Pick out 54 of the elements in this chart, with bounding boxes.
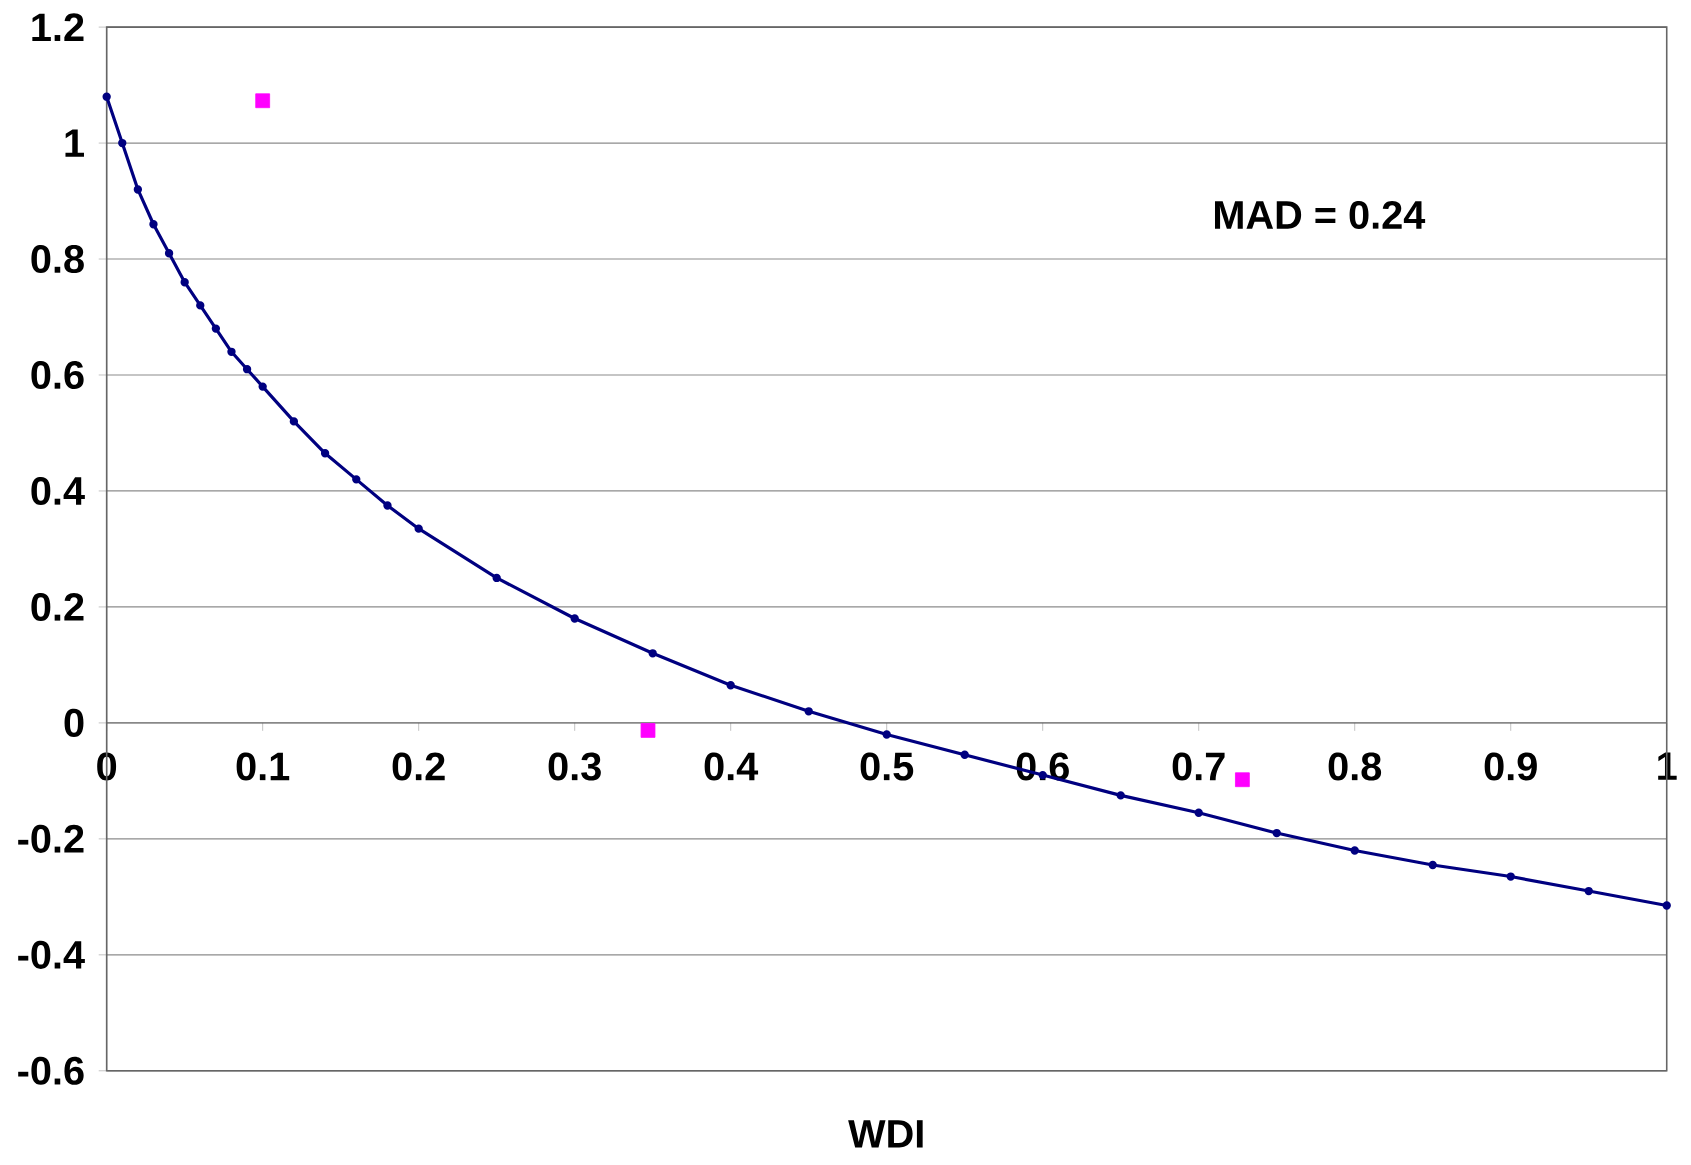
point <box>1194 808 1203 818</box>
point <box>227 347 236 357</box>
point <box>570 614 579 623</box>
y-tick-label: 0.6 <box>31 361 84 390</box>
point <box>133 185 143 194</box>
y-tick-label: 1.2 <box>32 13 84 42</box>
y-tick-label: -0.2 <box>18 825 84 854</box>
point <box>1662 901 1671 910</box>
y-tick-label: 0.8 <box>31 245 84 274</box>
point <box>196 301 205 310</box>
annotation: MAD = 0.24 <box>1214 201 1426 230</box>
point <box>492 574 501 583</box>
x-tick-label: 0.4 <box>704 752 759 781</box>
y-tick-label: -0.4 <box>18 941 85 970</box>
x-tick-label: 0.1 <box>236 752 290 781</box>
point <box>383 501 392 510</box>
point <box>180 278 189 287</box>
y-tick-label: 0.4 <box>31 477 85 506</box>
point <box>289 417 299 426</box>
point <box>320 449 330 458</box>
point <box>118 139 127 148</box>
x-tick-label: 0.9 <box>1484 752 1537 781</box>
point <box>882 730 891 739</box>
point <box>960 750 969 760</box>
x-axis-title: WDI <box>848 1120 923 1148</box>
point <box>804 707 813 716</box>
point <box>352 475 361 484</box>
point <box>1584 887 1593 896</box>
y-tick-label: 0.2 <box>31 593 84 622</box>
point <box>242 365 252 374</box>
point <box>255 93 271 109</box>
x-tick-label: 0.7 <box>1172 752 1225 781</box>
point <box>414 524 423 534</box>
point <box>164 249 174 258</box>
point <box>1235 772 1250 788</box>
x-tick-label: 0.2 <box>392 752 445 781</box>
point <box>149 220 158 229</box>
x-tick-label: 0.5 <box>860 752 914 781</box>
point <box>211 324 221 334</box>
point <box>1350 846 1359 855</box>
point <box>1272 829 1281 838</box>
point <box>726 681 735 690</box>
x-tick-label: 0.8 <box>1328 752 1382 781</box>
y-tick-label: 0 <box>64 709 84 738</box>
y-tick-label: -0.6 <box>18 1057 84 1086</box>
point <box>102 92 111 102</box>
point <box>1428 861 1437 870</box>
x-tick-label: 0.3 <box>548 752 601 781</box>
point <box>1116 791 1125 800</box>
y-tick-label: 1 <box>65 129 84 157</box>
point <box>640 723 656 739</box>
point <box>1506 872 1515 881</box>
point <box>258 382 267 392</box>
point <box>648 649 657 658</box>
